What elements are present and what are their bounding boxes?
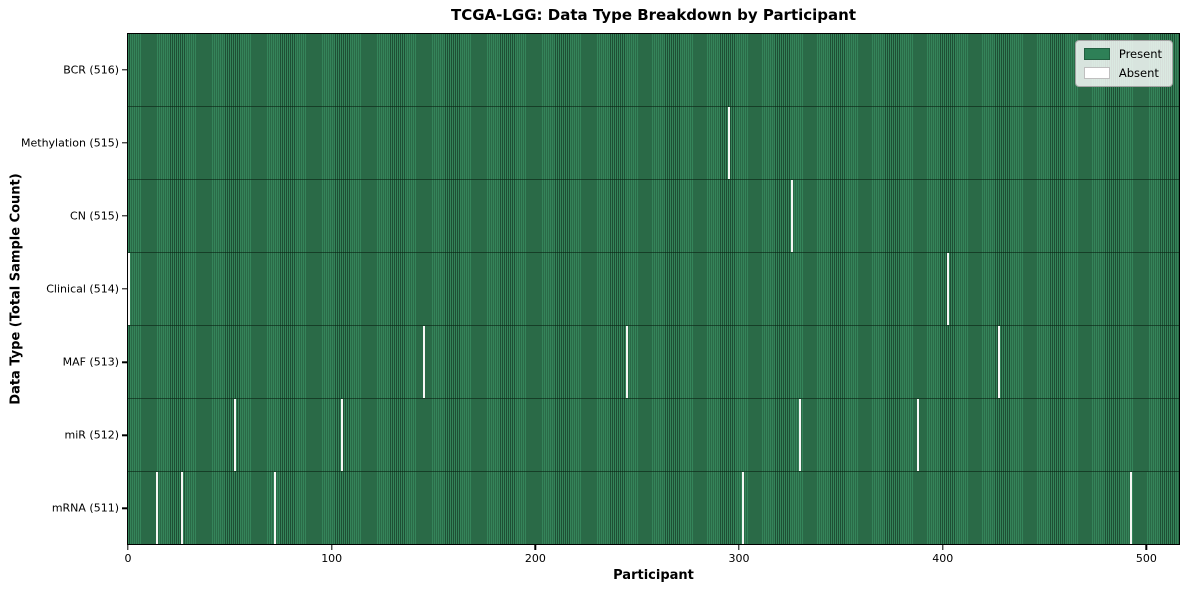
- y-tick-label: Clinical (514): [46, 282, 119, 296]
- x-tick-label: 100: [321, 552, 343, 565]
- absent-gap: [626, 326, 629, 398]
- absent-gap: [947, 253, 950, 325]
- x-tick-mark: [738, 545, 740, 550]
- x-tick-mark: [127, 545, 129, 550]
- y-tick-mark: [122, 288, 127, 290]
- heatmap-row-mrna: [128, 472, 1179, 544]
- absent-gap: [180, 472, 183, 544]
- absent-gap: [422, 326, 425, 398]
- y-tick-mark: [122, 361, 127, 363]
- x-axis-label: Participant: [613, 568, 694, 583]
- y-tick-marks: [122, 33, 127, 545]
- absent-gap: [798, 399, 801, 471]
- present-swatch: [1083, 48, 1110, 60]
- x-tick-label: 400: [932, 552, 954, 565]
- x-tick-mark: [942, 545, 944, 550]
- y-tick-mark: [122, 215, 127, 217]
- absent-gap: [727, 107, 730, 179]
- chart-title: TCGA-LGG: Data Type Breakdown by Partici…: [450, 6, 857, 24]
- x-tick-mark: [1145, 545, 1148, 550]
- y-tick-label: BCR (516): [63, 63, 119, 77]
- heatmap-row-mir: [128, 399, 1179, 472]
- heatmap-row-bcr: [128, 34, 1179, 107]
- absent-gap: [233, 399, 236, 471]
- absent-gap: [790, 180, 793, 252]
- absent-gap: [156, 472, 159, 544]
- y-tick-mark: [122, 434, 127, 436]
- heatmap-row-maf: [128, 326, 1179, 399]
- legend: Present Absent: [1074, 40, 1173, 87]
- y-tick-mark: [122, 142, 127, 144]
- x-tick-label: 500: [1135, 552, 1157, 565]
- y-tick-label: CN (515): [70, 209, 119, 223]
- absent-gap: [1130, 472, 1133, 544]
- x-tick-mark: [330, 545, 333, 550]
- absent-gap: [341, 399, 344, 471]
- heatmap-row-clinical: [128, 253, 1179, 326]
- legend-entry-present: Present: [1083, 47, 1162, 61]
- legend-label-absent: Absent: [1118, 66, 1159, 80]
- legend-label-present: Present: [1118, 47, 1162, 61]
- y-tick-label: miR (512): [64, 428, 120, 442]
- y-tick-label: Methylation (515): [21, 136, 119, 150]
- absent-gap: [998, 326, 1001, 398]
- absent-swatch: [1083, 67, 1110, 79]
- absent-gap: [741, 472, 744, 544]
- x-tick-label: 0: [124, 552, 132, 565]
- plot-area: Present Absent: [127, 33, 1180, 545]
- absent-gap: [916, 399, 919, 471]
- absent-gap: [274, 472, 277, 544]
- legend-entry-absent: Absent: [1083, 66, 1162, 80]
- absent-gap: [128, 253, 131, 325]
- x-tick-label: 200: [524, 552, 546, 565]
- x-tick-mark: [534, 545, 537, 550]
- x-tick-label: 300: [728, 552, 750, 565]
- y-tick-labels: BCR (516) Methylation (515) CN (515) Clinic…: [0, 33, 119, 545]
- heatmap-row-methylation: [128, 107, 1179, 180]
- y-tick-mark: [122, 68, 127, 71]
- x-tick-area: 0 100 200 300 400 500: [124, 545, 1180, 567]
- heatmap-row-cn: [128, 180, 1179, 253]
- y-tick-label: mRNA (511): [51, 501, 119, 515]
- y-tick-mark: [122, 507, 127, 510]
- y-tick-label: MAF (513): [62, 355, 119, 369]
